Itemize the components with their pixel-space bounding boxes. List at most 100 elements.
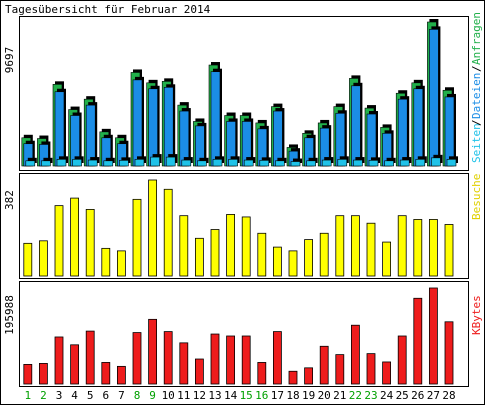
- pages-bar-day-28: [446, 159, 457, 167]
- visits-bar-day-15: [241, 216, 251, 277]
- visits-bars: [23, 179, 454, 277]
- kbytes-bars: [23, 287, 454, 385]
- day-label-3: 3: [56, 389, 63, 402]
- pages-bar-day-24-shadow: [386, 157, 396, 163]
- visits-bar-day-27: [428, 219, 438, 277]
- day-label-23: 23: [364, 389, 377, 402]
- kbytes-bar-day-23: [366, 353, 376, 385]
- visits-bar-day-23: [366, 222, 376, 277]
- day-label-14: 14: [224, 389, 238, 402]
- day-label-17: 17: [271, 389, 284, 402]
- pages-bar-day-21: [337, 159, 348, 167]
- pages-bar-day-11: [181, 159, 192, 167]
- files-bar-day-27: [429, 29, 439, 167]
- kbytes-bar-day-20: [319, 345, 329, 385]
- visits-bar-day-17: [272, 246, 282, 277]
- day-label-7: 7: [118, 389, 125, 402]
- visits-bar-day-2: [39, 240, 48, 277]
- visits-bar-day-24: [382, 241, 392, 277]
- hits-panel-frame: [19, 16, 469, 171]
- day-label-10: 10: [162, 389, 175, 402]
- day-label-12: 12: [193, 389, 206, 402]
- kbytes-bar-day-28: [444, 321, 454, 385]
- visits-bar-day-9: [148, 179, 158, 277]
- pages-bar-day-1: [25, 160, 36, 167]
- day-labels: 1 2 3 4 5 6 7 8 9 10 11 12 13 14 15 16 17 18 19 20 21 22 23 24 2…: [24, 389, 455, 402]
- visits-bar-day-21: [335, 215, 345, 277]
- kbytes-bar-day-25: [397, 335, 407, 385]
- legend-visits: Besuche: [470, 174, 483, 220]
- visits-bar-day-22: [350, 215, 360, 277]
- pages-bar-day-13: [212, 159, 223, 167]
- visits-bar-day-12: [194, 237, 204, 277]
- visits-bar-day-10: [163, 188, 173, 277]
- files-bar-day-22: [351, 85, 361, 167]
- visits-bar-day-13: [210, 229, 220, 277]
- files-bar-day-5: [85, 104, 96, 167]
- visits-bar-day-26: [413, 219, 423, 277]
- visits-bar-day-19: [304, 239, 314, 277]
- visits-panel-frame: [19, 173, 469, 279]
- pages-bar-day-14: [228, 159, 238, 167]
- kbytes-bar-day-22: [350, 324, 360, 385]
- day-label-8: 8: [134, 389, 141, 402]
- pages-bar-day-17: [275, 160, 285, 167]
- pages-bar-day-6: [103, 160, 114, 167]
- pages-bar-day-26: [415, 159, 426, 167]
- kbytes-bar-day-1: [23, 364, 33, 385]
- visits-bar-day-1: [23, 242, 33, 277]
- visits-bar-day-16: [257, 232, 267, 277]
- kbytes-bar-day-16: [257, 362, 267, 385]
- legend-separator-2: /: [470, 65, 483, 72]
- kbytes-bar-day-2: [39, 363, 48, 385]
- kbytes-bar-day-19: [304, 367, 314, 385]
- day-label-13: 13: [208, 389, 221, 402]
- day-label-25: 25: [396, 389, 409, 402]
- visits-bar-day-3: [54, 205, 64, 277]
- pages-bar-day-23: [368, 160, 379, 167]
- kbytes-bar-day-6: [101, 362, 111, 385]
- kbytes-bar-day-18: [288, 370, 298, 385]
- pages-bar-day-7: [119, 160, 129, 167]
- pages-bar-day-25: [399, 159, 410, 167]
- pages-bar-day-27: [431, 157, 441, 167]
- day-label-4: 4: [71, 389, 78, 402]
- kbytes-bar-day-21: [335, 354, 345, 385]
- day-label-9: 9: [149, 389, 156, 402]
- files-bar-day-28: [444, 96, 455, 167]
- kbytes-bar-day-9: [148, 318, 158, 385]
- visits-bar-day-8: [132, 198, 142, 277]
- day-label-15: 15: [240, 389, 253, 402]
- pages-bar-day-3: [56, 159, 67, 167]
- chart-title: Tagesübersicht für Februar 2014: [5, 3, 211, 16]
- kbytes-bar-day-10: [163, 331, 173, 385]
- kbytes-bar-day-24: [382, 361, 392, 385]
- pages-bar-day-12: [197, 160, 207, 167]
- legend-separator-1: /: [470, 119, 483, 126]
- files-bar-day-25: [397, 98, 408, 167]
- legend-pages: Seiten: [470, 123, 483, 163]
- visits-bar-day-18: [288, 250, 298, 277]
- hits-panel-max-label: 9697: [3, 47, 16, 74]
- visits-bar-day-25: [397, 215, 407, 277]
- kbytes-panel-max-label: 195988: [3, 295, 16, 335]
- pages-bar-day-19: [306, 160, 316, 167]
- day-label-21: 21: [333, 389, 346, 402]
- visits-bar-day-7: [117, 250, 126, 277]
- visits-panel-max-label: 382: [3, 190, 16, 210]
- kbytes-bar-day-5: [85, 330, 95, 385]
- pages-bar-day-20: [321, 159, 332, 167]
- kbytes-panel-frame: [19, 281, 469, 387]
- legend-files: Dateien: [470, 73, 483, 119]
- day-label-27: 27: [427, 389, 440, 402]
- pages-bar-day-2-shadow: [43, 157, 53, 163]
- visits-bar-day-14: [226, 214, 236, 277]
- pages-bar-day-10: [165, 156, 176, 167]
- pages-bar-day-24: [384, 160, 394, 167]
- pages-bar-day-2: [41, 160, 51, 167]
- day-label-18: 18: [286, 389, 299, 402]
- pages-bar-day-22: [353, 159, 363, 167]
- day-label-5: 5: [87, 389, 94, 402]
- kbytes-bar-day-8: [132, 332, 142, 385]
